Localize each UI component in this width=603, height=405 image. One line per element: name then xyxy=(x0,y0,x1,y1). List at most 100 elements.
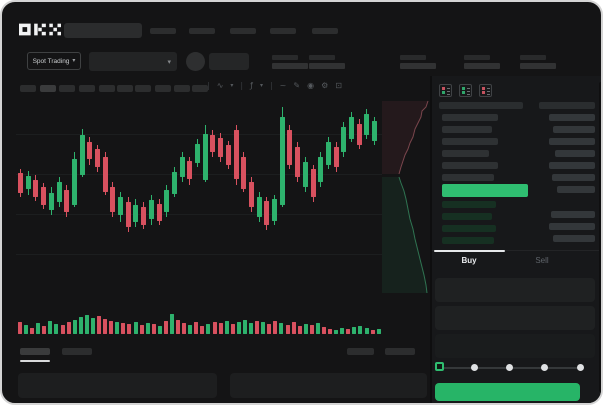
candle-body xyxy=(157,204,162,221)
stat-value xyxy=(400,63,436,69)
orderbook-layout-combined-icon[interactable] xyxy=(439,84,452,97)
bottom-tab[interactable] xyxy=(62,348,92,355)
candle-body xyxy=(210,135,215,152)
nav-item[interactable] xyxy=(312,28,338,34)
slider-stop[interactable] xyxy=(506,364,513,371)
draw-tool-icon[interactable]: ✎ xyxy=(293,81,301,90)
interval-button[interactable] xyxy=(99,85,115,92)
volume-bar xyxy=(139,325,144,334)
candle-body xyxy=(110,187,115,212)
nav-item[interactable] xyxy=(270,28,296,34)
volume-bar xyxy=(376,329,381,334)
slider-stop[interactable] xyxy=(576,364,584,371)
volume-bar xyxy=(285,325,290,334)
volume-bar xyxy=(370,330,375,334)
orders-table-placeholder xyxy=(230,373,427,398)
candle-body xyxy=(264,201,269,225)
tabs-divider xyxy=(432,250,601,251)
interval-button[interactable] xyxy=(59,85,75,92)
chevron-down-icon[interactable]: ▾ xyxy=(230,82,234,89)
orderbook-layout-buys-icon[interactable] xyxy=(459,84,472,97)
candle-body xyxy=(334,147,339,167)
search-input[interactable] xyxy=(64,23,142,38)
orderbook-amount-row xyxy=(551,211,595,218)
bottom-tab-active[interactable] xyxy=(20,348,50,355)
nav-item[interactable] xyxy=(230,28,256,34)
candle-body xyxy=(241,157,246,189)
volume-bar xyxy=(24,325,29,334)
spot-trading-label: Spot Trading xyxy=(32,57,70,65)
orderbook-ask-row xyxy=(442,162,498,169)
volume-bar xyxy=(358,326,363,334)
pair-selector-dropdown[interactable]: ▾ xyxy=(89,52,177,71)
candle-body xyxy=(41,187,46,205)
volume-bar xyxy=(109,321,114,334)
volume-bar xyxy=(115,322,120,334)
scrollbar[interactable] xyxy=(599,82,601,392)
volume-bar xyxy=(48,321,53,334)
stat-label xyxy=(400,55,426,60)
candle-body xyxy=(72,159,77,205)
candle-body xyxy=(18,173,23,193)
candlestick-chart[interactable] xyxy=(16,97,382,294)
volume-bar xyxy=(133,322,138,334)
pair-name-placeholder xyxy=(209,53,249,70)
candle-body xyxy=(164,190,169,212)
candle-body xyxy=(126,202,131,227)
candle-body xyxy=(311,169,316,197)
orderbook-bid-row xyxy=(442,201,496,208)
bottom-action[interactable] xyxy=(347,348,374,355)
volume-bar xyxy=(42,326,47,334)
candle-body xyxy=(133,205,138,222)
candle-body xyxy=(118,197,123,215)
indicators-icon[interactable]: ƒ xyxy=(250,81,253,90)
volume-bar xyxy=(54,324,59,334)
line-tool-icon[interactable]: ~ xyxy=(279,81,287,90)
interval-button-active[interactable] xyxy=(40,85,56,92)
interval-button[interactable] xyxy=(20,85,36,92)
interval-button[interactable] xyxy=(135,85,151,92)
tab-buy[interactable]: Buy xyxy=(461,255,477,265)
candle-body xyxy=(326,142,331,165)
slider-stop[interactable] xyxy=(470,364,478,371)
candle-body xyxy=(180,157,185,177)
stat-label xyxy=(520,55,546,60)
interval-button[interactable] xyxy=(117,85,133,92)
price-input[interactable] xyxy=(435,278,595,302)
candle-body xyxy=(364,114,369,135)
fullscreen-icon[interactable]: ⊡ xyxy=(335,81,342,90)
nav-item[interactable] xyxy=(150,28,176,34)
chart-type-icon[interactable]: ∿ xyxy=(216,81,224,90)
volume-bar xyxy=(315,323,320,334)
bottom-action[interactable] xyxy=(385,348,415,355)
interval-button[interactable] xyxy=(192,85,208,92)
orderbook-layout-sells-icon[interactable] xyxy=(479,84,492,97)
orderbook-bid-row xyxy=(442,237,494,244)
gear-icon[interactable]: ⚙ xyxy=(321,81,329,90)
volume-bar xyxy=(346,329,351,334)
orderbook-ask-row xyxy=(442,150,489,157)
buy-submit-button[interactable] xyxy=(435,383,580,401)
last-price-bar[interactable] xyxy=(442,184,528,197)
interval-button[interactable] xyxy=(174,85,190,92)
tab-sell[interactable]: Sell xyxy=(535,255,549,265)
slider-stop[interactable] xyxy=(541,364,549,371)
total-input[interactable] xyxy=(435,334,595,358)
volume-bar xyxy=(334,330,339,334)
volume-bar xyxy=(182,323,187,334)
interval-button[interactable] xyxy=(155,85,171,92)
candle-body xyxy=(203,134,208,180)
nav-item[interactable] xyxy=(189,28,215,34)
amount-input[interactable] xyxy=(435,306,595,330)
slider-stop[interactable] xyxy=(434,362,444,371)
spot-trading-dropdown[interactable]: Spot Trading ▾ xyxy=(27,52,81,70)
orderbook-amount-row xyxy=(555,150,595,157)
toolbar-divider: | xyxy=(269,81,273,90)
candle-body xyxy=(141,207,146,225)
camera-icon[interactable]: ◉ xyxy=(307,81,315,90)
chevron-down-icon[interactable]: ▾ xyxy=(259,82,263,89)
volume-bar xyxy=(303,324,308,334)
okx-logo xyxy=(19,23,61,36)
orderbook-amount-row xyxy=(553,235,595,242)
interval-button[interactable] xyxy=(79,85,95,92)
